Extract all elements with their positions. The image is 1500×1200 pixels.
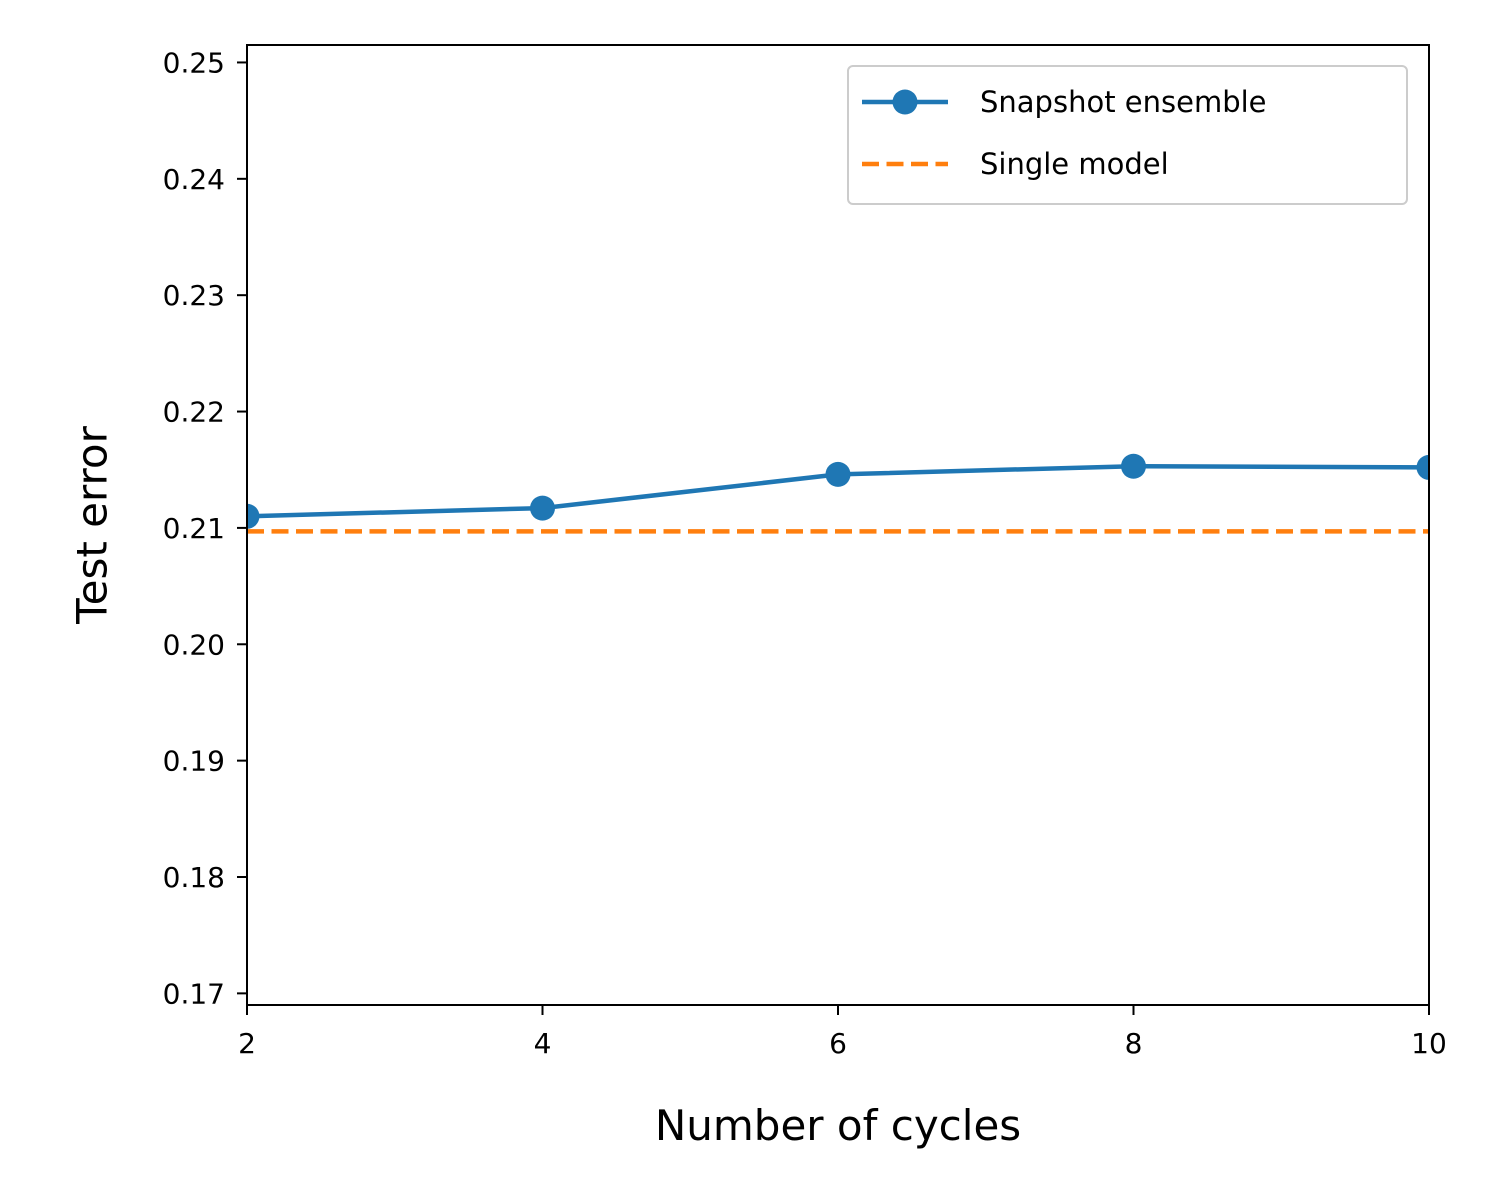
- legend-box: [847, 65, 1408, 205]
- plot-marks: [247, 453, 1429, 534]
- y-axis-label: Test error: [68, 425, 117, 624]
- legend-label-snapshot-ensemble: Snapshot ensemble: [980, 85, 1267, 119]
- data-point-snapshot-ensemble-2: [247, 503, 260, 529]
- x-axis-ticks: 2 4 6 8 10: [238, 1005, 1447, 1060]
- data-point-snapshot-ensemble-4: [530, 495, 555, 521]
- y-tick-label: 0.21: [163, 512, 225, 545]
- y-tick-label: 0.23: [163, 279, 225, 312]
- x-tick-label: 6: [829, 1027, 847, 1060]
- y-tick-label: 0.19: [163, 745, 225, 778]
- data-point-snapshot-ensemble-6: [825, 461, 851, 487]
- data-point-snapshot-ensemble-8: [1121, 453, 1146, 479]
- x-tick-label: 2: [238, 1027, 256, 1060]
- y-tick-label: 0.24: [163, 163, 225, 196]
- x-tick-label: 8: [1125, 1027, 1143, 1060]
- data-point-snapshot-ensemble-10: [1416, 454, 1429, 480]
- legend: Snapshot ensemble Single model: [847, 65, 1408, 205]
- legend-label-single-model: Single model: [980, 147, 1169, 181]
- legend-marker-snapshot-ensemble: [892, 89, 918, 115]
- y-tick-label: 0.22: [163, 396, 225, 429]
- y-tick-label: 0.25: [163, 46, 225, 79]
- y-tick-label: 0.18: [163, 861, 225, 894]
- y-axis-ticks: 0.17 0.18 0.19 0.20 0.21 0.22 0.23 0.24 0.25: [163, 46, 247, 1010]
- x-tick-label: 10: [1411, 1027, 1447, 1060]
- y-tick-label: 0.17: [163, 977, 225, 1010]
- x-axis-label: Number of cycles: [655, 1101, 1021, 1150]
- y-tick-label: 0.20: [163, 628, 225, 661]
- x-tick-label: 4: [534, 1027, 552, 1060]
